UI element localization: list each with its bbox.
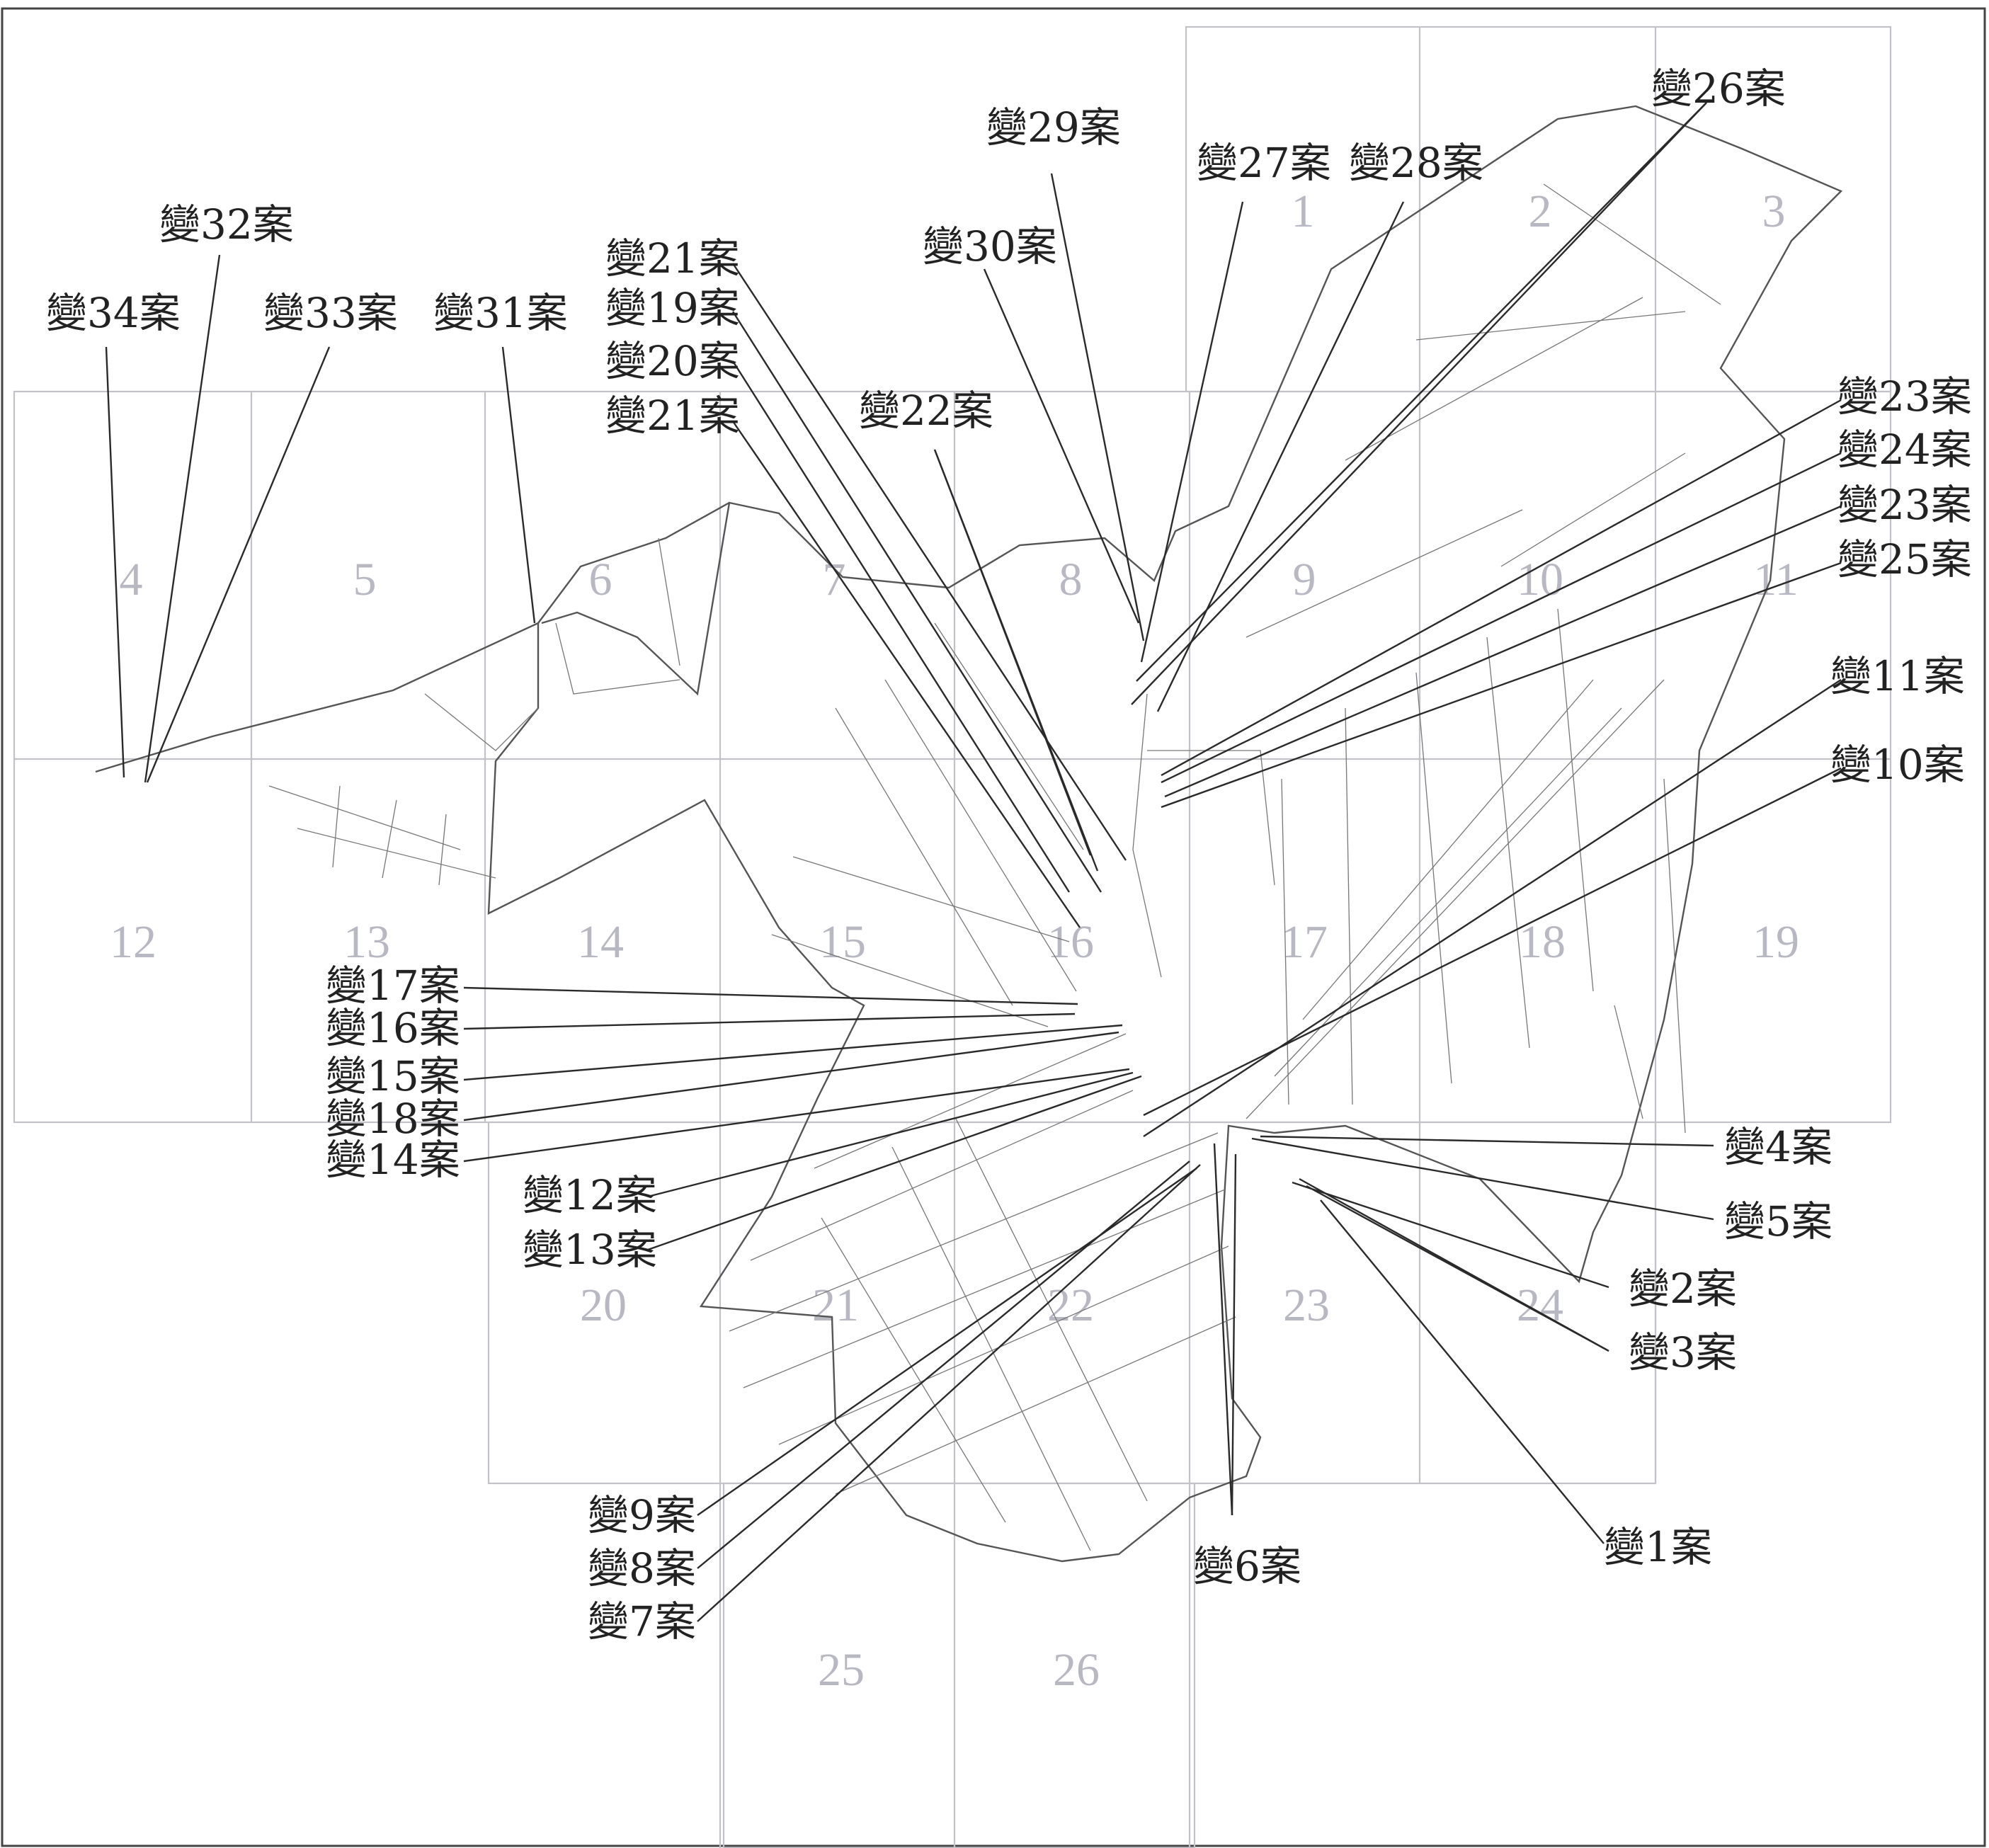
planning-area-outline xyxy=(95,105,1843,1563)
case-label: 變3案 xyxy=(1629,1328,1737,1376)
case-label: 變23案 xyxy=(1837,481,1972,529)
case-label: 變8案 xyxy=(588,1544,696,1592)
case-label: 變29案 xyxy=(986,103,1121,152)
case-label: 變25案 xyxy=(1837,535,1972,583)
sheet-number: 18 xyxy=(1519,916,1566,968)
case-label: 變18案 xyxy=(326,1095,460,1143)
case-label: 變2案 xyxy=(1629,1265,1737,1313)
case-label: 變4案 xyxy=(1724,1123,1833,1171)
case-label: 變23案 xyxy=(1837,372,1972,421)
case-label: 變20案 xyxy=(605,337,740,385)
case-label: 變21案 xyxy=(605,234,740,283)
case-label: 變12案 xyxy=(523,1171,657,1219)
case-label: 變32案 xyxy=(159,200,294,249)
sheet-number: 13 xyxy=(343,916,390,968)
case-label: 變22案 xyxy=(859,387,993,435)
case-label: 變10案 xyxy=(1830,741,1965,789)
case-label: 變11案 xyxy=(1830,652,1965,700)
sheet-number: 9 xyxy=(1293,554,1316,605)
street-network xyxy=(268,183,1721,1551)
sheet-number: 10 xyxy=(1517,554,1563,605)
case-label: 變17案 xyxy=(326,962,460,1010)
sheet-number: 6 xyxy=(589,554,612,605)
case-label: 變15案 xyxy=(326,1052,460,1100)
sheet-number: 2 xyxy=(1529,186,1552,237)
case-label: 變9案 xyxy=(588,1491,696,1539)
sheet-number: 12 xyxy=(110,916,156,968)
sheet-number: 19 xyxy=(1753,916,1799,968)
sheet-number: 11 xyxy=(1753,554,1799,605)
case-label: 變24案 xyxy=(1837,426,1972,474)
sheet-number: 26 xyxy=(1053,1644,1100,1696)
case-label: 變34案 xyxy=(46,289,181,337)
sheet-number: 15 xyxy=(819,916,866,968)
case-label: 變26案 xyxy=(1651,64,1786,113)
sheet-number: 3 xyxy=(1762,186,1786,237)
case-label: 變14案 xyxy=(326,1136,460,1184)
sheet-numbers: 1 2 3 4 5 6 7 8 9 10 11 12 13 14 15 16 1… xyxy=(110,186,1799,1696)
case-label: 變7案 xyxy=(588,1597,696,1645)
sheet-number: 14 xyxy=(577,916,624,968)
case-label: 變28案 xyxy=(1349,139,1483,187)
sheet-number: 21 xyxy=(812,1279,859,1331)
sheet-number: 5 xyxy=(353,554,377,605)
case-label: 變6案 xyxy=(1193,1542,1301,1590)
sheet-number: 8 xyxy=(1059,554,1083,605)
sheet-grid xyxy=(13,25,1892,1848)
sheet-number: 17 xyxy=(1281,916,1328,968)
case-label: 變1案 xyxy=(1604,1523,1712,1571)
case-label: 變31案 xyxy=(433,289,568,337)
sheet-number: 1 xyxy=(1292,186,1315,237)
sheet-number: 25 xyxy=(818,1644,865,1696)
case-label: 變33案 xyxy=(263,289,398,337)
case-label: 變27案 xyxy=(1197,139,1331,187)
sheet-number: 23 xyxy=(1283,1279,1330,1331)
case-label: 變16案 xyxy=(326,1004,460,1052)
case-labels: 變26案 變29案 變27案 變28案 變32案 變34案 變33案 變31案 … xyxy=(46,64,1972,1645)
case-label: 變19案 xyxy=(605,284,740,332)
sheet-number: 16 xyxy=(1047,916,1094,968)
case-label: 變5案 xyxy=(1724,1197,1833,1245)
case-label: 變30案 xyxy=(923,222,1057,270)
map-border xyxy=(1,7,1986,1847)
sheet-number: 20 xyxy=(580,1279,627,1331)
case-label: 變21案 xyxy=(605,392,740,440)
sheet-number: 4 xyxy=(120,554,143,605)
case-label: 變13案 xyxy=(523,1226,657,1274)
case-leader-lines xyxy=(105,102,1842,1622)
